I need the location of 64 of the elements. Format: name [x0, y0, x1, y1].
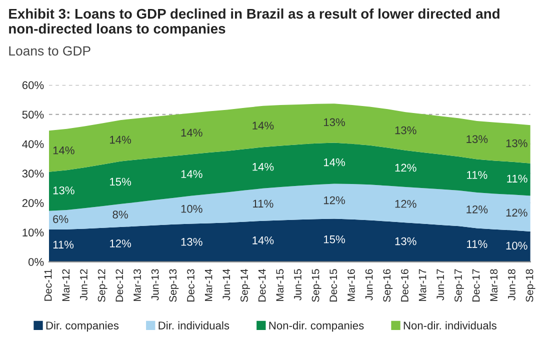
x-tick-label: Mar-12 [62, 269, 70, 301]
data-label: 15% [110, 178, 132, 186]
x-tick-label: Dec-16 [401, 269, 408, 302]
y-tick-label: 20% [22, 199, 44, 207]
data-label: 14% [181, 170, 202, 178]
data-label: 13% [466, 135, 488, 144]
data-label: 12% [395, 200, 416, 208]
x-tick-label: Sep-18 [526, 269, 536, 302]
y-tick-label: 60% [22, 81, 44, 90]
data-label: 14% [252, 122, 274, 130]
x-tick-label: Sep-12 [98, 269, 108, 302]
y-tick-label: 0% [28, 258, 44, 266]
legend-label: Dir. individuals [158, 321, 230, 330]
chart-subtitle: Loans to GDP [9, 46, 90, 56]
x-tick-label: Dec-13 [187, 269, 194, 302]
x-tick-label: Sep-17 [454, 269, 464, 302]
data-label: 13% [395, 126, 416, 134]
data-label: 8% [112, 210, 128, 219]
data-label: 11% [467, 171, 488, 179]
data-label: 11% [253, 200, 274, 208]
data-label: 13% [53, 186, 74, 194]
x-tick-label: Jun-16 [365, 269, 373, 300]
data-label: 14% [181, 128, 202, 137]
chart-title: Exhibit 3: Loans to GDP declined in Brazil as a result of lower directed and non-directed loans to companies [9, 8, 500, 36]
x-tick-label: Mar-13 [134, 269, 141, 301]
x-tick-label: Dec-14 [258, 269, 266, 302]
x-tick-label: Sep-14 [240, 269, 250, 302]
legend-label: Non-dir. individuals [404, 321, 496, 330]
x-tick-label: Jun-18 [508, 269, 516, 300]
data-label: 14% [53, 146, 74, 154]
x-tick-label: Dec-11 [44, 269, 52, 301]
data-label: 14% [110, 136, 132, 144]
data-label: 10% [181, 204, 202, 213]
x-tick-label: Jun-13 [151, 269, 159, 300]
x-tick-label: Dec-17 [472, 269, 480, 302]
data-label: 12% [466, 205, 488, 214]
x-tick-label: Mar-15 [276, 269, 284, 301]
data-label: 14% [252, 162, 274, 171]
y-tick-label: 40% [22, 140, 44, 148]
x-tick-label: Sep-13 [169, 269, 179, 302]
data-label: 11% [507, 174, 528, 183]
x-tick-label: Sep-16 [383, 269, 393, 302]
data-label: 14% [324, 158, 345, 166]
x-tick-label: Mar-18 [490, 269, 498, 301]
x-tick-label: Mar-17 [418, 269, 426, 301]
x-tick-label: Jun-15 [294, 269, 302, 300]
legend-label: Dir. companies [46, 321, 119, 332]
data-label: 13% [324, 118, 345, 126]
x-tick-label: Mar-14 [204, 269, 212, 301]
x-tick-label: Jun-14 [222, 269, 230, 300]
x-tick-label: Dec-15 [330, 269, 338, 302]
data-label: 12% [506, 208, 528, 217]
data-label: 12% [324, 196, 345, 204]
y-tick-label: 50% [22, 110, 44, 119]
x-tick-label: Mar-16 [348, 269, 355, 301]
x-tick-label: Sep-15 [312, 269, 322, 302]
x-tick-label: Jun-12 [80, 269, 88, 300]
data-label: 13% [506, 139, 528, 148]
y-tick-label: 10% [22, 228, 44, 236]
y-tick-label: 30% [22, 170, 44, 178]
legend-label: Non-dir. companies [269, 321, 364, 332]
x-tick-label: Jun-17 [436, 269, 444, 300]
data-label: 12% [395, 164, 416, 172]
x-tick-label: Dec-12 [116, 269, 124, 302]
